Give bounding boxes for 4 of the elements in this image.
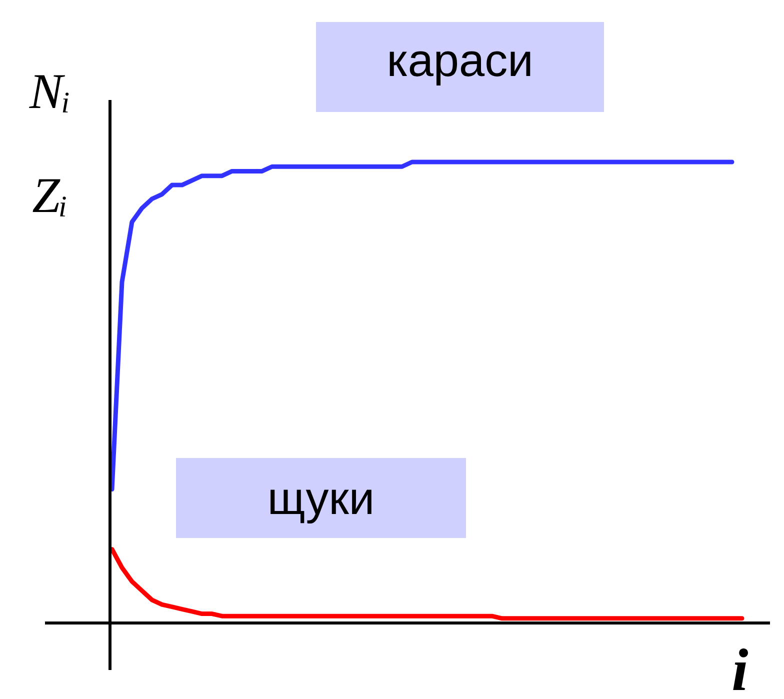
text: щуки [267, 472, 375, 524]
series-label: караси [386, 34, 534, 86]
y-axis-title: Nᵢ Zᵢ [28, 63, 71, 223]
x-axis-title: i [732, 637, 749, 699]
